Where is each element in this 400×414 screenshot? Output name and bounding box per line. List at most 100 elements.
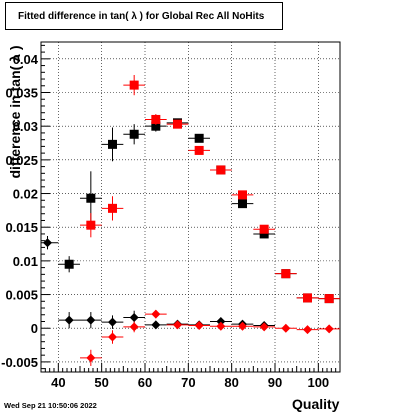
data-point bbox=[41, 235, 59, 250]
data-point bbox=[58, 312, 80, 329]
diamond-marker bbox=[43, 238, 52, 248]
y-tick-labels: -0.005 0 0.005 0.01 0.015 0.02 0.025 0.03 0.035 0… bbox=[1, 52, 39, 370]
data-point bbox=[123, 321, 145, 333]
diamond-marker bbox=[108, 332, 117, 342]
square-marker bbox=[64, 259, 74, 269]
square-marker bbox=[108, 139, 117, 149]
y-tick-label: 0.035 bbox=[5, 86, 38, 101]
y-tick-label: 0.03 bbox=[13, 119, 38, 134]
data-marks bbox=[41, 75, 340, 366]
square-marker bbox=[238, 190, 247, 200]
square-marker bbox=[281, 269, 291, 279]
diamond-marker bbox=[129, 312, 139, 322]
data-point bbox=[101, 330, 124, 344]
diamond-marker bbox=[86, 353, 96, 363]
y-tick-label: 0.015 bbox=[5, 220, 38, 235]
data-point bbox=[123, 75, 145, 96]
diamond-marker bbox=[281, 323, 291, 333]
square-marker bbox=[151, 121, 161, 131]
y-tick-label: 0.005 bbox=[5, 288, 38, 303]
square-marker bbox=[216, 165, 226, 175]
x-tick-label: 50 bbox=[94, 375, 108, 390]
axis-ticks bbox=[40, 44, 341, 372]
data-point bbox=[253, 322, 275, 332]
y-tick-label: 0.025 bbox=[5, 153, 38, 168]
data-point bbox=[80, 349, 102, 366]
y-tick-label: 0.01 bbox=[13, 254, 38, 269]
square-marker bbox=[86, 193, 96, 203]
x-axis-label: Quality bbox=[292, 396, 340, 412]
data-point bbox=[318, 294, 340, 304]
y-axis-label: difference in tan( λ ) bbox=[7, 45, 23, 178]
data-point bbox=[231, 199, 254, 209]
plot-frame bbox=[40, 41, 341, 373]
data-point bbox=[101, 196, 124, 221]
square-marker bbox=[238, 199, 247, 209]
data-point bbox=[145, 320, 167, 330]
data-point bbox=[318, 324, 340, 334]
data-point bbox=[188, 133, 210, 143]
diamond-marker bbox=[86, 315, 96, 325]
grid-lines bbox=[41, 42, 340, 372]
diamond-marker bbox=[216, 321, 226, 331]
diamond-marker bbox=[216, 316, 226, 326]
data-point bbox=[210, 321, 232, 331]
diamond-marker bbox=[151, 320, 161, 330]
data-point bbox=[275, 269, 297, 279]
x-tick-label: 70 bbox=[181, 375, 195, 390]
timestamp-label: Wed Sep 21 10:50:06 2022 bbox=[4, 401, 97, 410]
x-tick-label: 80 bbox=[224, 375, 238, 390]
square-marker bbox=[259, 229, 269, 239]
diamond-marker bbox=[259, 322, 269, 332]
diamond-marker bbox=[324, 324, 334, 334]
diamond-marker bbox=[238, 321, 247, 331]
square-marker bbox=[129, 129, 139, 139]
data-point bbox=[275, 323, 297, 333]
y-tick-label: -0.005 bbox=[1, 355, 38, 370]
data-point bbox=[231, 321, 254, 331]
square-marker bbox=[194, 145, 204, 155]
y-tick-label: 0.02 bbox=[13, 187, 38, 202]
data-point bbox=[296, 325, 319, 335]
square-marker bbox=[194, 133, 204, 143]
data-point bbox=[253, 224, 275, 234]
data-point bbox=[296, 293, 319, 303]
diamond-marker bbox=[108, 317, 117, 327]
data-point bbox=[188, 145, 210, 155]
diamond-marker bbox=[173, 320, 182, 330]
square-marker bbox=[303, 293, 312, 303]
diamond-marker bbox=[129, 322, 139, 332]
square-marker bbox=[108, 203, 117, 213]
x-tick-labels: 40 50 60 70 80 90 100 bbox=[51, 375, 329, 390]
square-marker bbox=[86, 220, 96, 230]
data-point bbox=[210, 165, 232, 175]
square-marker bbox=[151, 114, 161, 124]
x-tick-label: 40 bbox=[51, 375, 65, 390]
x-tick-label: 90 bbox=[268, 375, 282, 390]
chart-title: Fitted difference in tan( λ ) for Global… bbox=[5, 2, 283, 30]
data-point bbox=[101, 315, 124, 329]
data-point bbox=[145, 114, 167, 125]
data-point bbox=[145, 309, 167, 319]
data-point bbox=[80, 312, 102, 329]
y-tick-label: 0 bbox=[31, 321, 38, 336]
data-point bbox=[80, 213, 102, 238]
square-marker bbox=[324, 294, 334, 304]
data-point bbox=[58, 256, 80, 273]
data-point bbox=[188, 321, 210, 331]
diamond-marker bbox=[303, 325, 312, 335]
x-tick-label: 100 bbox=[307, 375, 329, 390]
y-tick-label: 0.04 bbox=[13, 52, 39, 67]
data-point bbox=[166, 320, 189, 330]
diamond-marker bbox=[64, 315, 74, 325]
data-point bbox=[231, 190, 254, 200]
square-marker bbox=[259, 224, 269, 234]
square-marker bbox=[173, 119, 182, 129]
data-point bbox=[101, 127, 124, 162]
square-marker bbox=[129, 80, 139, 90]
diamond-marker bbox=[194, 321, 204, 331]
data-point bbox=[166, 119, 189, 129]
data-point bbox=[123, 124, 145, 145]
diamond-marker bbox=[151, 309, 161, 319]
